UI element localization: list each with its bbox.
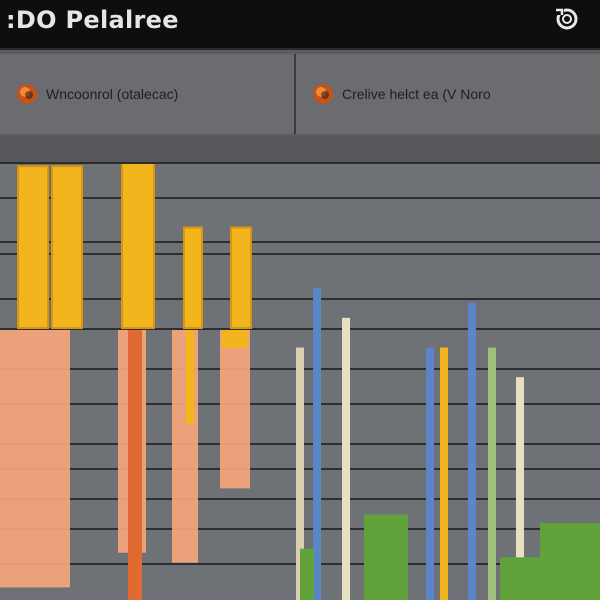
bar bbox=[488, 347, 496, 600]
bar bbox=[540, 523, 600, 600]
tab-1[interactable]: Wncoonrol (otalecac) bbox=[0, 54, 296, 134]
bar bbox=[468, 303, 476, 600]
bar bbox=[51, 165, 83, 330]
bar bbox=[313, 288, 321, 600]
bar bbox=[426, 347, 434, 600]
bar bbox=[121, 164, 155, 329]
bar bbox=[183, 226, 203, 330]
bar bbox=[230, 226, 252, 330]
tab-1-label: Wncoonrol (otalecac) bbox=[46, 86, 179, 102]
title-bar: :DO Pelalree bbox=[0, 0, 600, 48]
app-title: :DO Pelalree bbox=[6, 6, 179, 34]
orange-orb-icon bbox=[313, 84, 333, 104]
recycle-icon[interactable] bbox=[553, 5, 581, 33]
bar-accent bbox=[222, 330, 248, 348]
toolbar-strip bbox=[0, 136, 600, 164]
bar bbox=[17, 165, 49, 330]
bar bbox=[500, 557, 540, 600]
bar bbox=[220, 330, 250, 489]
tab-bar: Wncoonrol (otalecac) Crelive helct ea (V… bbox=[0, 48, 600, 138]
bar bbox=[300, 548, 314, 600]
bar bbox=[342, 317, 350, 600]
bar bbox=[516, 377, 524, 600]
bar bbox=[440, 347, 448, 600]
orange-orb-icon bbox=[17, 84, 37, 104]
bar bbox=[296, 347, 304, 600]
bar bbox=[0, 330, 70, 588]
bar bbox=[172, 330, 198, 563]
tab-2[interactable]: Crelive helct ea (V Noro bbox=[296, 54, 600, 134]
bar-chart bbox=[0, 164, 600, 600]
bar-accent bbox=[128, 330, 142, 600]
tab-2-label: Crelive helct ea (V Noro bbox=[342, 86, 491, 102]
bar bbox=[364, 514, 408, 600]
bar-accent bbox=[186, 330, 194, 424]
